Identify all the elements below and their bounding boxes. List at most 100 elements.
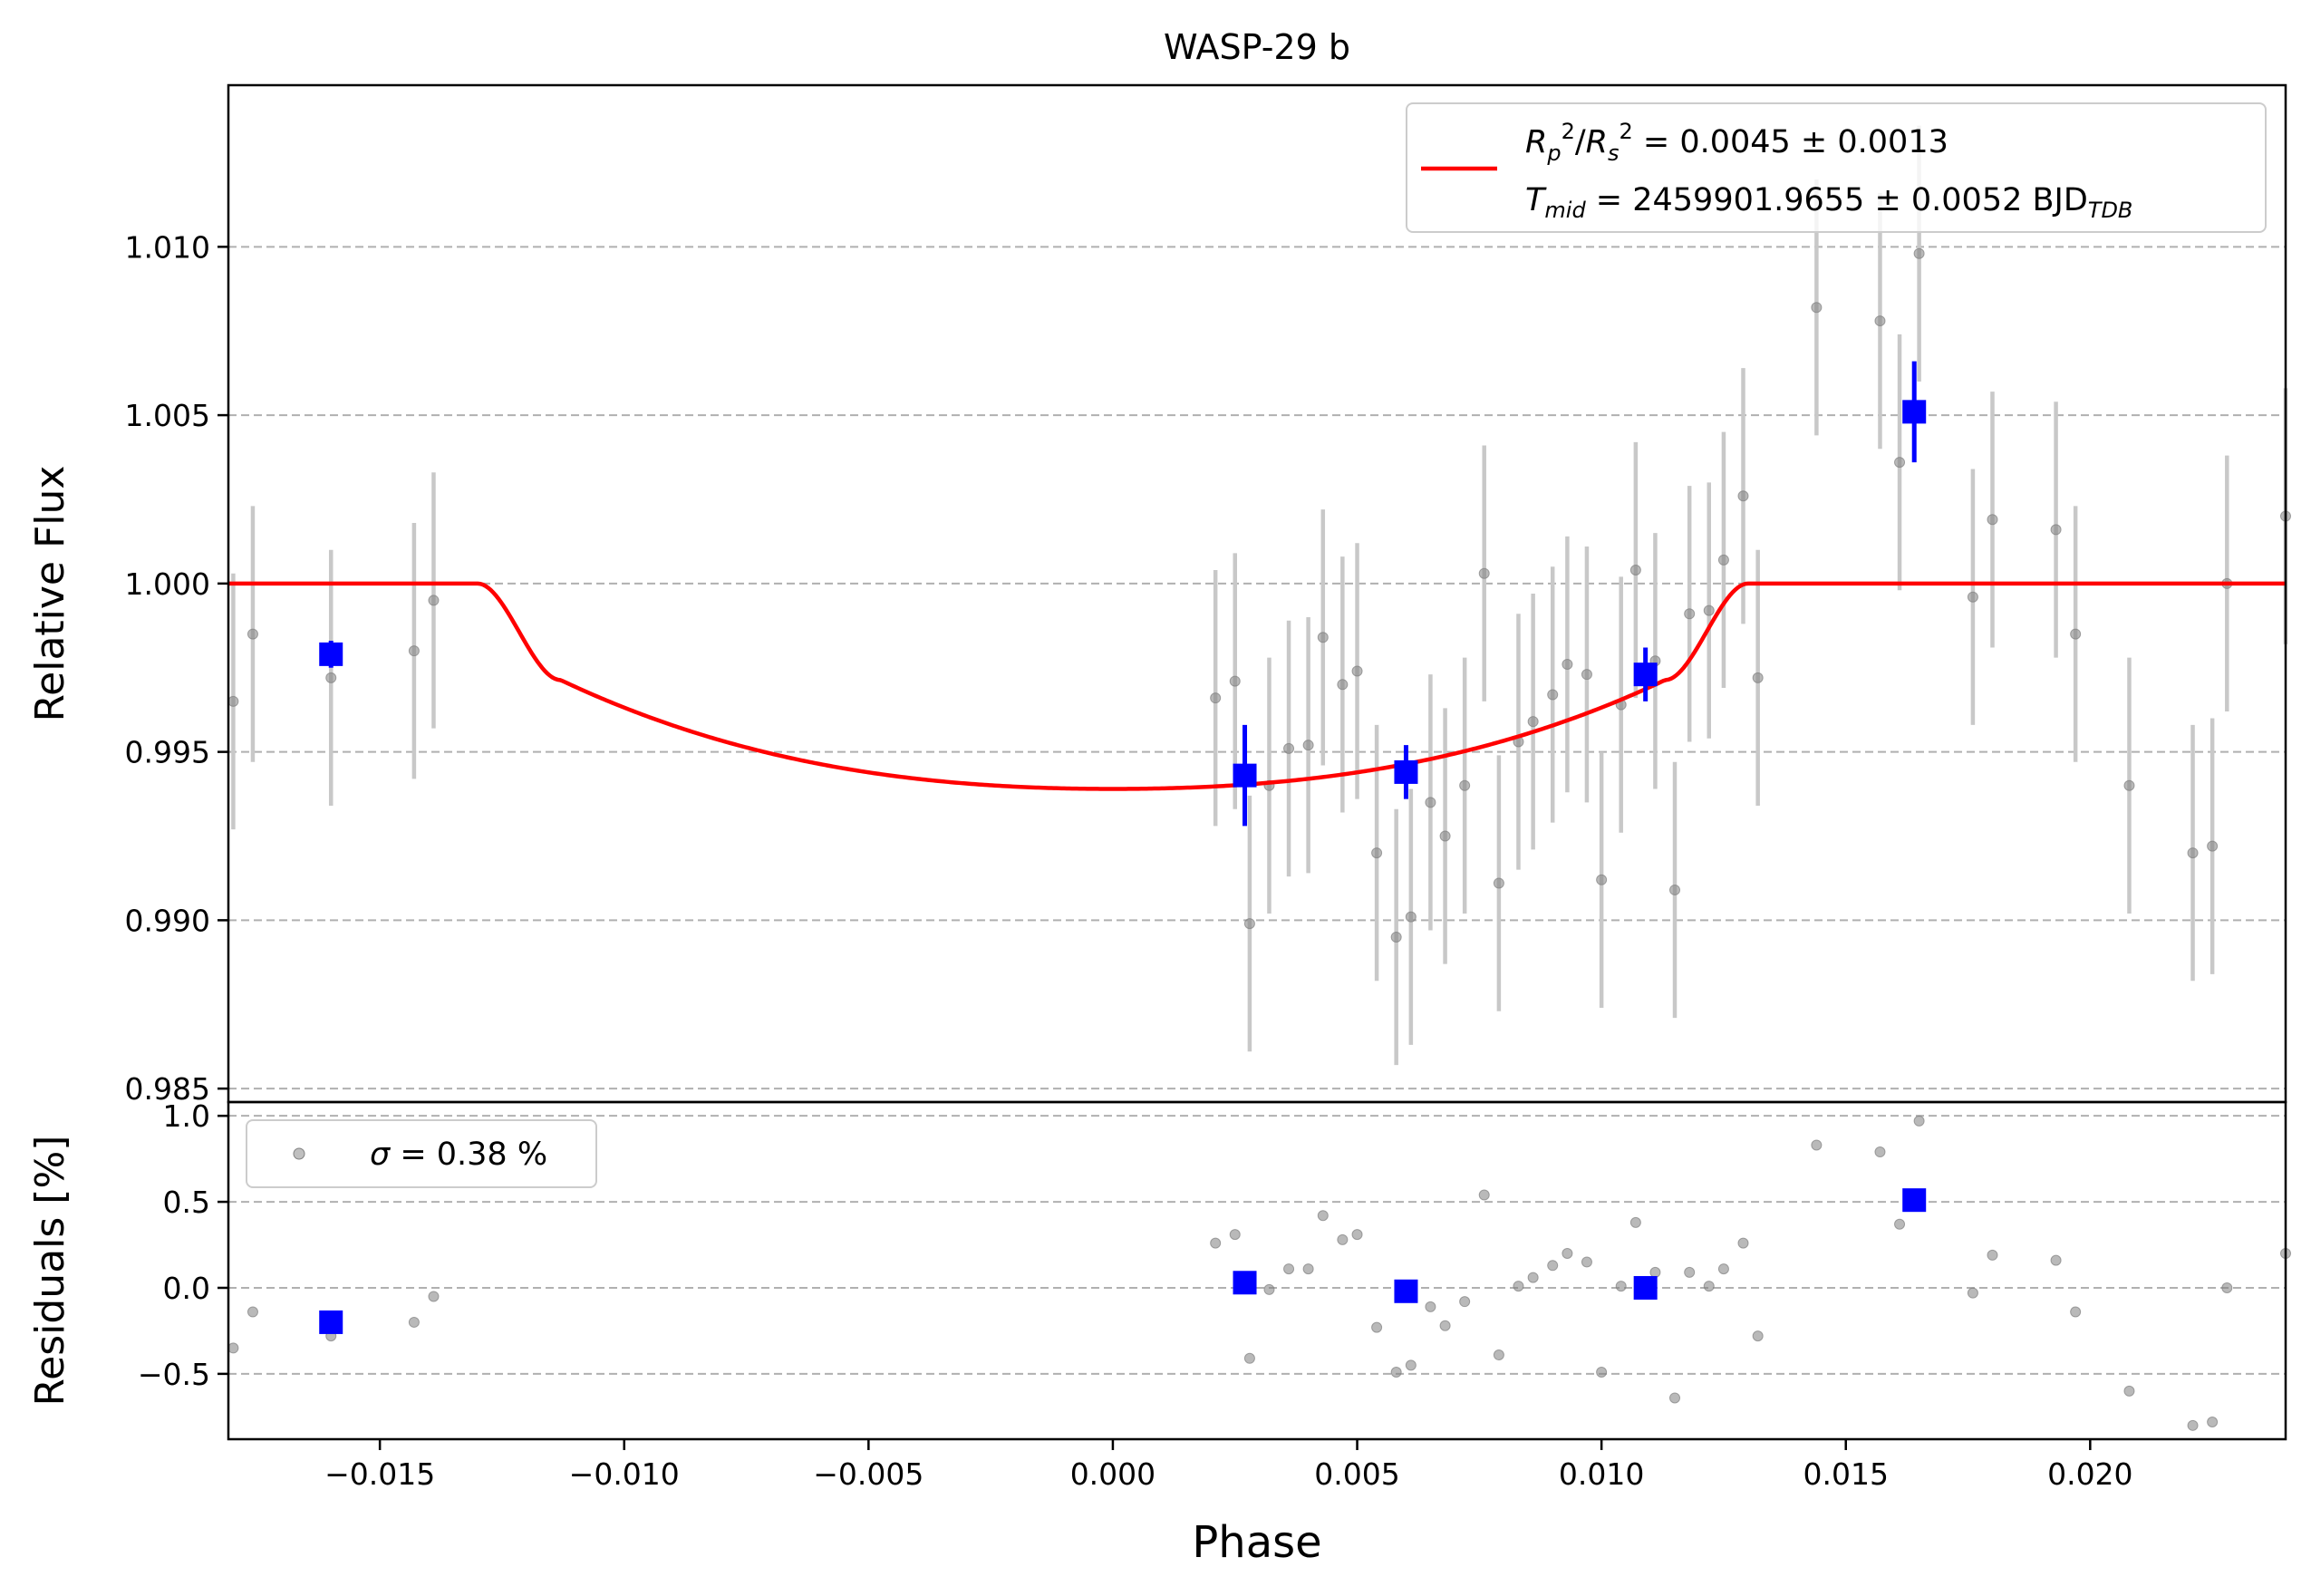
main-raw-point — [408, 645, 420, 657]
main-raw-point — [2187, 847, 2199, 859]
main-binned-point — [1902, 400, 1927, 424]
main-binned-point — [319, 642, 343, 666]
residual-binned-points — [319, 1188, 1927, 1334]
residual-y-tick-label: 0.0 — [163, 1271, 210, 1306]
main-raw-point — [1210, 692, 1222, 704]
residual-raw-point — [1439, 1320, 1451, 1331]
residual-raw-point — [1703, 1281, 1715, 1292]
legend-sigma-text: σ = 0.38 % — [370, 1137, 547, 1173]
residual-raw-point — [1478, 1189, 1490, 1201]
residual-raw-points — [227, 1115, 2291, 1431]
residual-raw-point — [1752, 1330, 1764, 1342]
main-raw-point — [1717, 554, 1729, 566]
main-raw-point — [1596, 874, 1608, 885]
main-raw-point — [1581, 669, 1592, 681]
x-tick-label: 0.010 — [1559, 1456, 1644, 1492]
main-legend: Rp2/Rs2 = 0.0045 ± 0.0013 Tmid = 2459901… — [1406, 102, 2267, 233]
residual-y-ticks: −0.5 0.0 0.5 1.0 — [138, 1098, 228, 1392]
residual-raw-point — [1894, 1218, 1906, 1230]
residual-raw-point — [1459, 1296, 1471, 1308]
main-raw-point — [325, 672, 337, 683]
main-raw-point — [1283, 742, 1295, 754]
residual-raw-point — [227, 1342, 239, 1354]
residual-raw-point — [1913, 1115, 1925, 1127]
main-gridlines — [228, 246, 2286, 1090]
main-raw-point — [1811, 302, 1823, 314]
main-raw-point — [1390, 931, 1402, 943]
main-raw-point — [2070, 628, 2082, 640]
main-y-axis-label: Relative Flux — [27, 466, 73, 722]
residual-binned-point — [319, 1310, 343, 1334]
residual-gridlines — [228, 1115, 2286, 1375]
main-raw-point — [1405, 911, 1417, 923]
main-raw-point — [2050, 524, 2062, 536]
main-raw-point — [1874, 315, 1886, 327]
main-raw-point — [1894, 457, 1906, 469]
residual-y-axis-label: Residuals [%] — [27, 1136, 73, 1407]
main-raw-point — [1302, 740, 1314, 751]
residual-raw-point — [1371, 1321, 1383, 1333]
residual-raw-point — [1390, 1366, 1402, 1378]
residual-y-tick-label: −0.5 — [138, 1357, 210, 1392]
main-binned-points — [319, 361, 1927, 827]
residual-raw-point — [1513, 1281, 1524, 1292]
main-raw-points — [227, 247, 2291, 943]
residual-panel: −0.5 0.0 0.5 1.0 −0.015 −0.010 −0.005 0.000 0.0… — [27, 1098, 2291, 1568]
main-raw-point — [1913, 247, 1925, 259]
main-raw-point — [1317, 632, 1329, 643]
residual-raw-point — [1547, 1260, 1559, 1272]
legend-residual-point-swatch — [293, 1147, 305, 1160]
residual-raw-point — [1229, 1229, 1241, 1241]
residual-y-tick-label: 1.0 — [163, 1098, 210, 1134]
main-raw-point — [1527, 716, 1539, 728]
residual-raw-point — [1737, 1237, 1749, 1249]
residual-raw-point — [1562, 1248, 1573, 1260]
main-raw-point — [1439, 830, 1451, 842]
residual-raw-point — [1263, 1283, 1275, 1295]
residual-raw-point — [2187, 1419, 2199, 1431]
residual-raw-point — [1717, 1263, 1729, 1275]
main-raw-point — [1684, 608, 1696, 620]
x-tick-label: 0.005 — [1314, 1456, 1399, 1492]
main-y-ticks: 0.985 0.990 0.995 1.000 1.005 1.010 — [125, 229, 228, 1107]
residual-raw-point — [1317, 1210, 1329, 1222]
x-ticks: −0.015 −0.010 −0.005 0.000 0.005 0.010 0.015 0.… — [324, 1439, 2133, 1492]
residual-axes-frame — [227, 1100, 2287, 1441]
main-raw-point — [428, 595, 440, 606]
chart-title: WASP-29 b — [1164, 27, 1350, 67]
main-raw-point — [1669, 884, 1681, 895]
residual-raw-point — [1596, 1366, 1608, 1378]
main-raw-point — [1478, 567, 1490, 579]
residual-binned-point — [1233, 1271, 1257, 1295]
residual-raw-point — [1302, 1263, 1314, 1275]
residual-raw-point — [1351, 1229, 1363, 1241]
main-legend-frame — [1406, 102, 2267, 233]
residual-raw-point — [247, 1306, 258, 1318]
main-raw-point — [1967, 591, 1978, 603]
x-tick-label: 0.015 — [1803, 1456, 1888, 1492]
main-raw-point — [247, 628, 258, 640]
main-raw-point — [1459, 779, 1471, 791]
main-panel: 0.985 0.990 0.995 1.000 1.005 1.010 Relative … — [27, 83, 2291, 1107]
main-raw-point — [1737, 490, 1749, 502]
residual-raw-point — [2221, 1282, 2233, 1293]
main-y-tick-label: 0.985 — [125, 1071, 210, 1107]
x-tick-label: 0.020 — [2047, 1456, 2132, 1492]
main-raw-point — [1752, 672, 1764, 683]
residual-raw-point — [1649, 1266, 1661, 1278]
x-tick-label: −0.015 — [324, 1456, 435, 1492]
transit-model-curve — [228, 581, 2286, 791]
main-raw-point — [227, 695, 239, 707]
main-raw-point — [2123, 779, 2135, 791]
main-y-tick-label: 1.005 — [125, 398, 210, 433]
main-y-tick-label: 0.995 — [125, 735, 210, 770]
residual-raw-point — [408, 1316, 420, 1328]
residual-raw-point — [1210, 1237, 1222, 1249]
residual-y-tick-label: 0.5 — [163, 1185, 210, 1220]
main-raw-point — [1629, 564, 1641, 576]
main-raw-point — [1243, 918, 1255, 930]
main-raw-point — [1562, 659, 1573, 671]
residual-raw-point — [2050, 1254, 2062, 1266]
residual-raw-point — [1243, 1352, 1255, 1364]
